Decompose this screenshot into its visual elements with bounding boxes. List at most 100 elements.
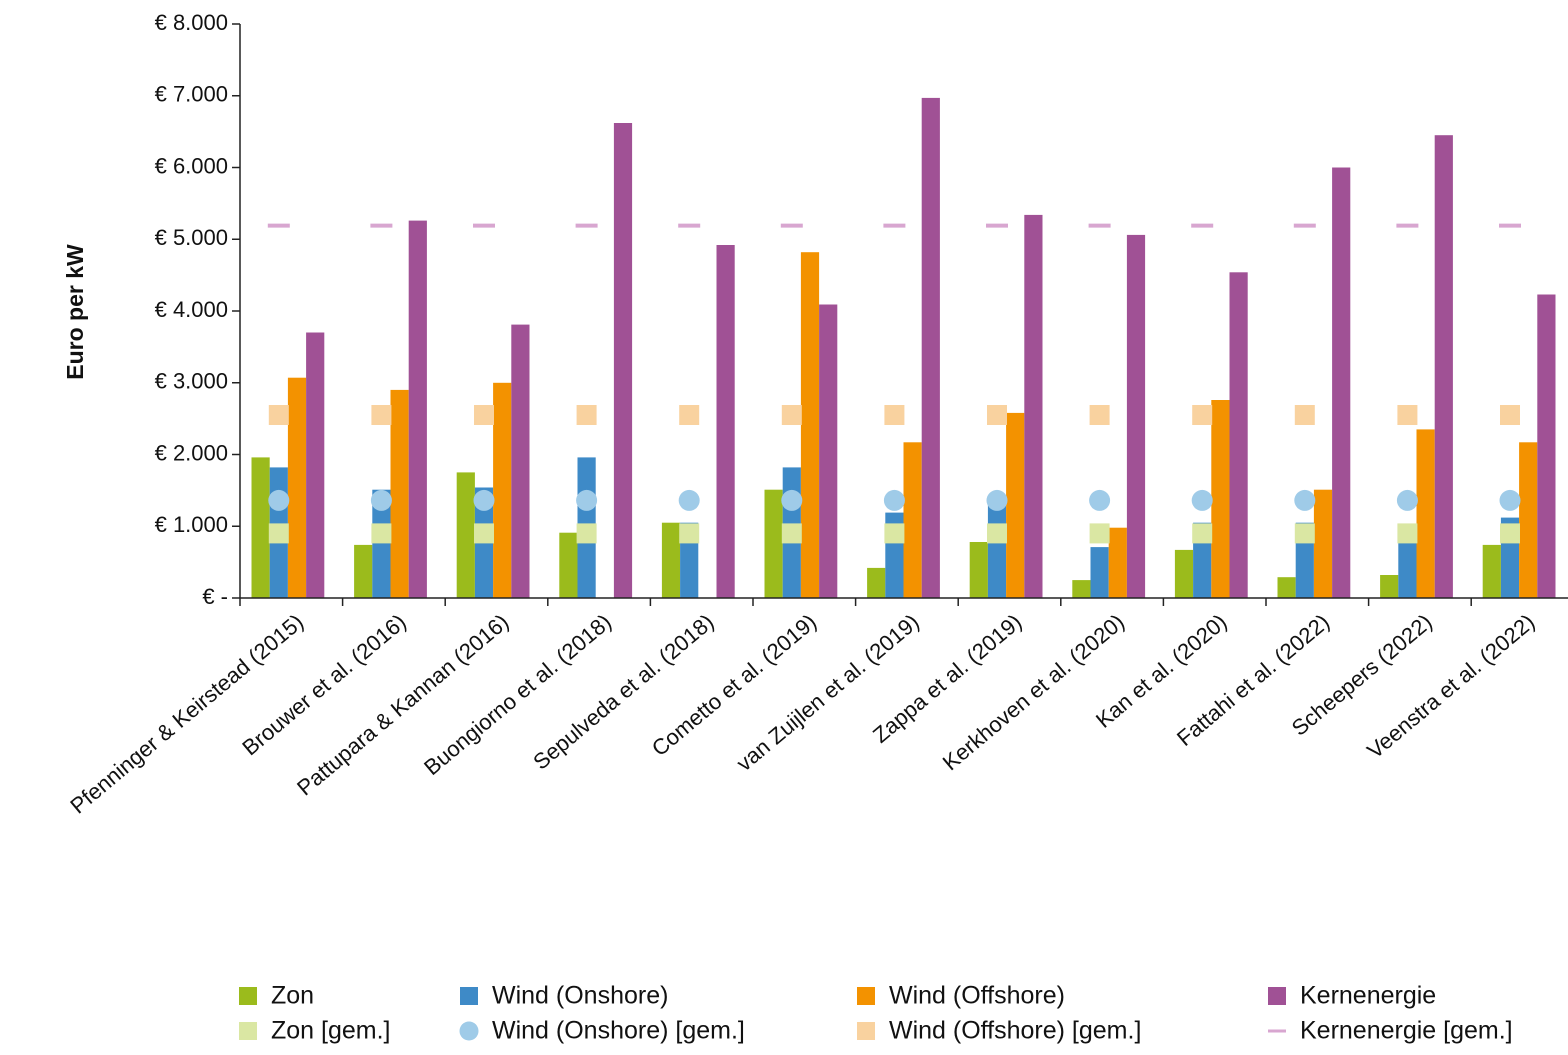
bar-kernenergie-7	[921, 97, 940, 599]
marker-zon-gem-10	[1192, 523, 1213, 544]
x-tick-label: van Zuijlen et al. (2019)	[732, 609, 924, 776]
legend-item-zon-gem: Zon [gem.]	[239, 1017, 391, 1045]
marker-zon-gem-4	[576, 523, 597, 544]
marker-wind-onshore-gem-6	[781, 489, 803, 511]
x-tick-label: Brouwer et al. (2016)	[237, 609, 410, 760]
bar-zon-5	[661, 522, 681, 598]
marker-wind-onshore-gem-1	[268, 489, 290, 511]
y-tick-label: € 4.000	[155, 297, 228, 322]
marker-zon-gem-9	[1089, 523, 1110, 544]
legend-item-wind-onshore: Wind (Onshore)	[460, 982, 668, 1010]
legend-swatch	[857, 987, 875, 1005]
bar-wind-offshore-1	[287, 377, 307, 598]
bar-zon-3	[456, 472, 475, 598]
legend-swatch	[857, 1022, 875, 1040]
marker-zon-gem-7	[884, 523, 905, 544]
bar-zon-7	[867, 567, 886, 598]
marker-zon-gem-3	[474, 523, 494, 544]
legend: Zon Wind (Onshore) Wind (Offshore) Kernener…	[239, 982, 1513, 1045]
bar-zon-6	[764, 489, 783, 598]
bar-wind-offshore-13	[1519, 442, 1538, 598]
y-tick-label: € 1.000	[155, 512, 228, 537]
legend-item-wind-onshore-gem: Wind (Onshore) [gem.]	[459, 1017, 745, 1045]
legend-label: Wind (Offshore)	[889, 982, 1065, 1010]
marker-wind-offshore-gem-10	[1192, 405, 1213, 425]
marker-wind-offshore-gem-3	[474, 405, 494, 425]
marker-wind-offshore-gem-12	[1397, 405, 1418, 425]
bar-kernenergie-1	[306, 332, 325, 598]
legend-label: Zon	[271, 982, 314, 1010]
legend-swatch	[239, 987, 257, 1005]
bar-kernenergie-13	[1537, 294, 1556, 598]
legend-swatch	[1268, 987, 1286, 1005]
bar-wind-onshore-9	[1090, 547, 1109, 598]
bar-kernenergie-12	[1434, 135, 1453, 598]
bar-kernenergie-4	[613, 123, 633, 598]
bar-kernenergie-3	[511, 324, 530, 598]
legend-label: Wind (Onshore) [gem.]	[492, 1017, 745, 1045]
y-axis-title: Euro per kW	[62, 244, 88, 380]
y-tick-label: € -	[202, 584, 228, 609]
bar-wind-offshore-7	[903, 442, 922, 598]
marker-zon-gem-1	[268, 523, 289, 544]
marker-wind-offshore-gem-9	[1089, 405, 1110, 425]
bar-wind-onshore-8	[987, 504, 1007, 598]
marker-wind-onshore-gem-4	[576, 489, 598, 511]
bar-wind-offshore-8	[1006, 412, 1025, 598]
bar-wind-offshore-10	[1211, 400, 1230, 598]
legend-swatch	[459, 1021, 479, 1041]
y-tick-label: € 8.000	[155, 10, 228, 35]
legend-label: Zon [gem.]	[271, 1017, 391, 1045]
marker-zon-gem-6	[781, 523, 802, 544]
legend-item-zon: Zon	[239, 982, 314, 1010]
bar-wind-offshore-6	[800, 252, 820, 598]
bar-kernenergie-10	[1229, 272, 1248, 598]
marker-wind-onshore-gem-5	[678, 489, 700, 511]
bar-wind-offshore-3	[493, 382, 512, 599]
marker-wind-offshore-gem-11	[1294, 405, 1315, 425]
marker-wind-onshore-gem-9	[1089, 489, 1111, 511]
x-tick-label: Pattupara & Kannan (2016)	[292, 609, 513, 800]
x-tick-label: Kerkhoven et al. (2020)	[938, 609, 1129, 775]
y-tick-label: € 7.000	[155, 82, 228, 107]
legend-item-kernenergie: Kernenergie	[1268, 982, 1436, 1010]
legend-label: Kernenergie	[1300, 982, 1436, 1010]
legend-item-wind-offshore: Wind (Offshore)	[857, 982, 1065, 1010]
marker-wind-offshore-gem-6	[781, 405, 802, 425]
bar-zon-11	[1277, 577, 1296, 598]
marker-zon-gem-12	[1397, 523, 1418, 544]
legend-swatch	[460, 987, 478, 1005]
bar-kernenergie-6	[819, 304, 838, 598]
bar-zon-1	[251, 457, 270, 598]
marker-wind-onshore-gem-7	[883, 489, 905, 511]
legend-label: Kernenergie [gem.]	[1300, 1017, 1513, 1045]
marker-wind-offshore-gem-5	[679, 405, 700, 425]
marker-wind-onshore-gem-2	[370, 489, 392, 511]
legend-label: Wind (Offshore) [gem.]	[889, 1017, 1141, 1045]
marker-wind-onshore-gem-8	[986, 489, 1008, 511]
y-tick-label: € 5.000	[155, 225, 228, 250]
bar-wind-offshore-11	[1313, 489, 1333, 598]
y-tick-label: € 6.000	[155, 153, 228, 178]
bar-kernenergie-2	[408, 220, 427, 598]
marker-wind-onshore-gem-11	[1294, 489, 1316, 511]
bar-zon-10	[1174, 549, 1194, 598]
x-tick-label: Cometto et al. (2019)	[647, 609, 821, 761]
bar-kernenergie-11	[1332, 167, 1351, 598]
bar-wind-offshore-9	[1108, 527, 1127, 598]
bar-zon-8	[969, 542, 988, 598]
marker-wind-offshore-gem-4	[576, 405, 597, 425]
marker-wind-offshore-gem-1	[268, 405, 289, 425]
x-tick-label: Buongiorno et al. (2018)	[419, 609, 616, 780]
marker-zon-gem-8	[987, 523, 1007, 544]
bar-wind-offshore-2	[390, 389, 409, 598]
y-tick-label: € 2.000	[155, 440, 228, 465]
bar-kernenergie-5	[716, 245, 735, 598]
x-tick-label: Veenstra et al. (2022)	[1362, 609, 1539, 763]
y-tick-label: € 3.000	[155, 369, 228, 394]
marker-wind-onshore-gem-12	[1396, 489, 1418, 511]
marker-wind-onshore-gem-13	[1499, 489, 1521, 511]
marker-zon-gem-13	[1500, 523, 1520, 544]
bar-kernenergie-9	[1126, 234, 1146, 598]
